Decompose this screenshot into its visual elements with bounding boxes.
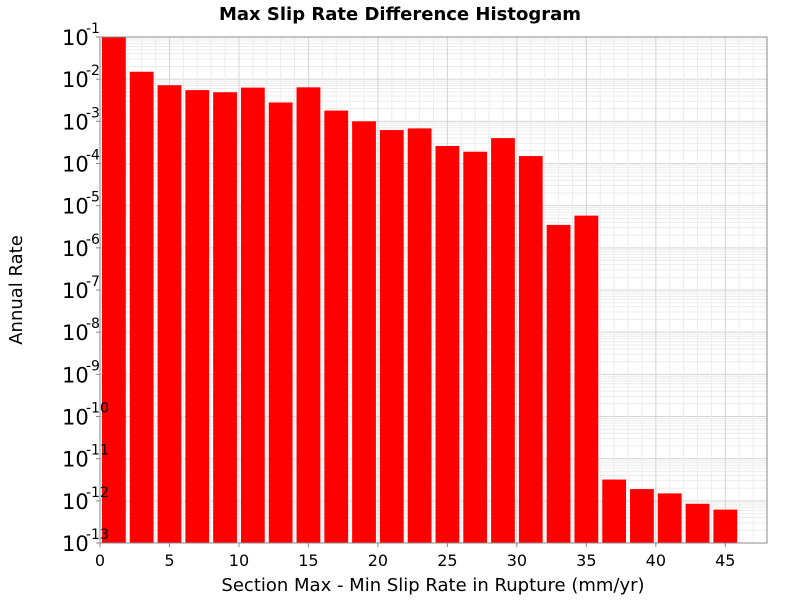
bars bbox=[102, 37, 738, 544]
y-tick-label: 10 bbox=[62, 406, 89, 430]
bar bbox=[685, 503, 710, 543]
y-axis-label: Annual Rate bbox=[6, 235, 27, 345]
bar bbox=[630, 489, 654, 543]
bar bbox=[602, 479, 627, 543]
bar bbox=[185, 90, 210, 543]
x-tick-label: 10 bbox=[229, 551, 249, 570]
x-tick-label: 20 bbox=[368, 551, 388, 570]
y-tick-exponent: -8 bbox=[86, 316, 100, 332]
y-tick-label: 10 bbox=[62, 26, 89, 50]
y-tick-exponent: -10 bbox=[86, 401, 109, 417]
bar bbox=[213, 92, 237, 543]
y-tick-label: 10 bbox=[62, 153, 89, 177]
x-tick-label: 45 bbox=[715, 551, 735, 570]
bar bbox=[157, 85, 182, 543]
x-tick-label: 0 bbox=[95, 551, 105, 570]
y-tick-exponent: -2 bbox=[86, 63, 100, 79]
x-axis-ticks: 0 5 10 15 20 25 30 35 40 45 bbox=[95, 543, 735, 570]
bar bbox=[268, 102, 293, 543]
y-tick-label: 10 bbox=[62, 110, 89, 134]
y-tick-label: 10 bbox=[62, 363, 89, 387]
bar bbox=[463, 151, 488, 543]
x-tick-label: 30 bbox=[507, 551, 527, 570]
chart-title: Max Slip Rate Difference Histogram bbox=[219, 4, 581, 25]
bar bbox=[574, 215, 599, 543]
y-tick-label: 10 bbox=[62, 448, 89, 472]
y-tick-exponent: -13 bbox=[86, 527, 109, 543]
y-tick-label: 10 bbox=[62, 279, 89, 303]
bar bbox=[102, 37, 126, 543]
y-tick-exponent: -6 bbox=[86, 232, 100, 248]
x-tick-label: 40 bbox=[646, 551, 666, 570]
bar bbox=[491, 138, 515, 543]
bar bbox=[657, 493, 682, 543]
y-tick-exponent: -4 bbox=[86, 148, 100, 164]
y-tick-label: 10 bbox=[62, 490, 89, 514]
bar bbox=[240, 87, 265, 543]
y-tick-exponent: -12 bbox=[86, 485, 109, 501]
y-tick-label: 10 bbox=[62, 195, 89, 219]
y-axis-ticks: 10-110-210-310-410-510-610-710-810-910-1… bbox=[62, 21, 109, 556]
bar bbox=[296, 87, 321, 543]
bar bbox=[435, 146, 460, 543]
y-tick-exponent: -3 bbox=[86, 105, 100, 121]
y-tick-label: 10 bbox=[62, 321, 89, 345]
y-tick-exponent: -5 bbox=[86, 190, 100, 206]
x-axis-label: Section Max - Min Slip Rate in Rupture (… bbox=[221, 575, 644, 596]
y-tick-exponent: -7 bbox=[86, 274, 100, 290]
bar bbox=[324, 110, 349, 544]
bar bbox=[352, 121, 376, 543]
bar bbox=[518, 156, 543, 543]
bar bbox=[129, 71, 154, 543]
y-tick-exponent: -9 bbox=[86, 358, 100, 374]
x-tick-label: 35 bbox=[576, 551, 596, 570]
bar bbox=[546, 224, 571, 544]
y-tick-label: 10 bbox=[62, 532, 89, 556]
x-tick-label: 25 bbox=[437, 551, 457, 570]
y-tick-label: 10 bbox=[62, 237, 89, 261]
y-tick-exponent: -1 bbox=[86, 21, 100, 37]
x-tick-label: 15 bbox=[298, 551, 318, 570]
x-tick-label: 5 bbox=[164, 551, 174, 570]
bar bbox=[379, 130, 404, 544]
y-tick-exponent: -11 bbox=[86, 443, 109, 459]
y-tick-label: 10 bbox=[62, 68, 89, 92]
bar bbox=[713, 509, 738, 543]
bar bbox=[407, 128, 432, 543]
